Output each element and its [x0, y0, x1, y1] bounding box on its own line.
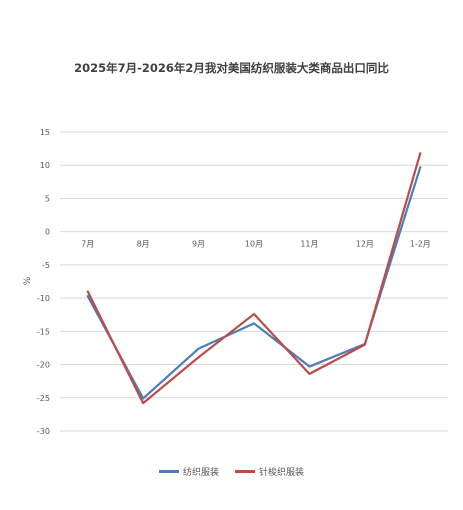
y-tick-label: -30	[37, 427, 50, 436]
y-axis-label: %	[23, 276, 33, 285]
y-tick-label: 5	[45, 194, 50, 203]
y-tick-label: 10	[40, 161, 50, 170]
y-tick-label: -5	[42, 261, 50, 270]
legend-label: 纺织服装	[182, 468, 219, 478]
x-tick-label: 10月	[245, 240, 263, 249]
y-tick-label: -25	[37, 394, 50, 403]
x-tick-label: 11月	[300, 240, 318, 249]
legend: 纺织服装 针梭织服装	[0, 465, 463, 478]
legend-item: 纺织服装	[158, 465, 219, 478]
x-tick-label: 9月	[192, 240, 205, 249]
legend-label: 针梭织服装	[259, 468, 305, 478]
series-line-0	[86, 166, 422, 400]
y-tick-label: -10	[37, 294, 50, 303]
series-lines	[86, 152, 422, 405]
chart-title: 2025年7月-2026年2月我对美国纺织服装大类商品出口同比	[74, 61, 389, 75]
legend-swatch	[235, 470, 255, 473]
x-tick-label: 8月	[137, 240, 150, 249]
x-tick-label: 12月	[356, 240, 374, 249]
series-line-1	[86, 152, 422, 405]
x-axis-ticks: 7月 8月 9月 10月 11月 12月 1-2月	[81, 240, 431, 249]
y-tick-label: -20	[37, 361, 50, 370]
x-tick-label: 7月	[81, 240, 94, 249]
y-tick-label: 0	[45, 228, 50, 237]
y-axis-ticks: 15 10 5 0 -5 -10 -15 -20 -25 -30	[37, 128, 50, 436]
x-tick-label: 1-2月	[410, 240, 431, 249]
gridlines	[60, 131, 448, 432]
y-tick-label: 15	[40, 128, 50, 137]
y-tick-label: -15	[37, 327, 50, 336]
legend-item: 针梭织服装	[235, 465, 304, 478]
legend-swatch	[158, 470, 179, 473]
